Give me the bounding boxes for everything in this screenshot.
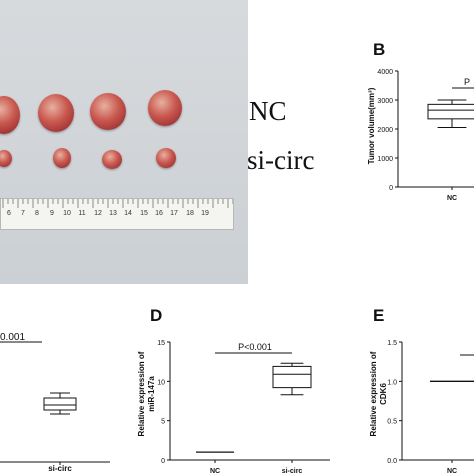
y-tick-label: 1000 bbox=[377, 156, 393, 163]
ruler-number: 18 bbox=[186, 210, 194, 217]
panel-e-chart: 0.0 0.5 1.0 1.5 NC Relative expression of CD… bbox=[369, 340, 474, 474]
y-tick-label: 4000 bbox=[377, 69, 393, 76]
y-tick-label: 3000 bbox=[377, 98, 393, 105]
panel-d-ylabel-1: Relative expression of bbox=[137, 351, 146, 436]
y-tick-label: 0 bbox=[389, 185, 393, 192]
panel-e-ylabel-2: CDK6 bbox=[379, 383, 388, 405]
ruler-number: 10 bbox=[63, 210, 71, 217]
panel-c-chart: 0.001 si-circ bbox=[0, 332, 110, 473]
ruler-number: 11 bbox=[78, 210, 86, 217]
panel-c-xtick: si-circ bbox=[48, 464, 72, 473]
ruler-number: 17 bbox=[170, 210, 178, 217]
x-tick-label: NC bbox=[447, 195, 457, 202]
label-nc: NC bbox=[249, 96, 287, 126]
y-tick-label: 5 bbox=[161, 419, 165, 426]
panel-d-ylabel-2: miR-147a bbox=[147, 376, 156, 412]
y-tick-label: 0.5 bbox=[387, 419, 397, 426]
y-tick-label: 1.5 bbox=[387, 340, 397, 347]
ruler-number: 19 bbox=[201, 210, 209, 217]
panel-letter-b: B bbox=[373, 40, 386, 59]
y-tick-label: 10 bbox=[157, 379, 165, 386]
panel-b-chart: 0 1000 2000 3000 4000 NC Tumor volume(mm³) P bbox=[367, 69, 474, 202]
tumor-nc-2 bbox=[38, 94, 74, 132]
panel-b-pvalue: P bbox=[464, 77, 470, 87]
label-si-circ: si-circ bbox=[247, 145, 315, 175]
box bbox=[272, 365, 312, 389]
ruler-number: 8 bbox=[35, 210, 39, 217]
panel-c-pvalue: 0.001 bbox=[0, 332, 25, 343]
box bbox=[427, 103, 474, 120]
panel-letter-d: D bbox=[150, 306, 163, 325]
tumor-si-3 bbox=[102, 150, 122, 169]
ruler-number: 12 bbox=[94, 210, 102, 217]
ruler-number: 9 bbox=[50, 210, 54, 217]
ruler: 6 7 8 9 10 11 12 13 14 15 16 17 18 19 bbox=[0, 198, 234, 230]
panel-b-ylabel: Tumor volume(mm³) bbox=[367, 87, 376, 164]
tumor-nc-1 bbox=[0, 96, 20, 134]
panel-letter-e: E bbox=[373, 306, 385, 325]
ruler-number: 14 bbox=[124, 210, 132, 217]
x-tick-label: NC bbox=[447, 468, 457, 474]
photo-background bbox=[0, 0, 248, 284]
tumor-si-1 bbox=[0, 150, 12, 167]
y-tick-label: 0.0 bbox=[387, 458, 397, 465]
y-tick-label: 15 bbox=[157, 340, 165, 347]
ruler-number: 16 bbox=[155, 210, 163, 217]
tumor-photo: 6 7 8 9 10 11 12 13 14 15 16 17 18 19 bbox=[0, 0, 248, 284]
ruler-number: 13 bbox=[109, 210, 117, 217]
tumor-nc-4 bbox=[148, 90, 182, 126]
y-tick-label: 1.0 bbox=[387, 379, 397, 386]
ruler-number: 15 bbox=[140, 210, 148, 217]
y-tick-label: 0 bbox=[161, 458, 165, 465]
box bbox=[43, 397, 77, 411]
tumor-nc-3 bbox=[90, 93, 126, 130]
tumor-si-2 bbox=[53, 148, 71, 168]
panel-d-pvalue: P<0.001 bbox=[238, 342, 272, 352]
y-tick-label: 2000 bbox=[377, 127, 393, 134]
tumor-si-4 bbox=[156, 148, 176, 168]
ruler-number: 7 bbox=[21, 210, 25, 217]
ruler-number: 6 bbox=[7, 210, 11, 217]
panel-d-chart: 0 5 10 15 NC si-circ Relative expression of m… bbox=[137, 340, 330, 474]
ruler-ticks bbox=[2, 199, 234, 208]
x-tick-label: NC bbox=[210, 468, 220, 474]
panel-e-ylabel-1: Relative expression of bbox=[369, 351, 378, 436]
x-tick-label: si-circ bbox=[282, 468, 303, 474]
